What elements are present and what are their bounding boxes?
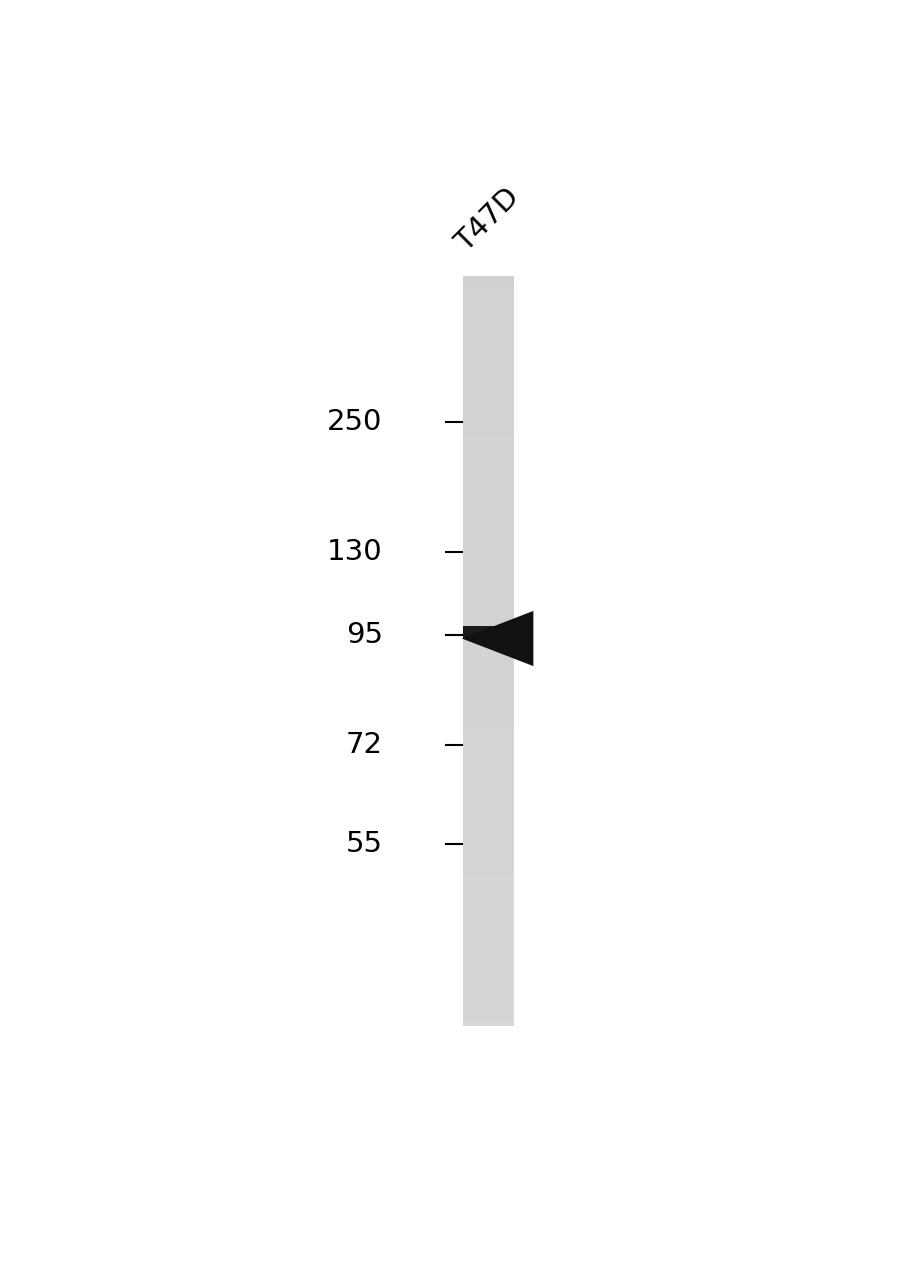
Text: 250: 250: [327, 408, 382, 435]
Polygon shape: [461, 611, 533, 666]
Text: 72: 72: [345, 731, 382, 759]
Text: 130: 130: [327, 538, 382, 566]
Bar: [463, 626, 497, 639]
Text: 55: 55: [345, 829, 382, 858]
Text: T47D: T47D: [450, 183, 525, 257]
Text: 95: 95: [345, 621, 382, 649]
